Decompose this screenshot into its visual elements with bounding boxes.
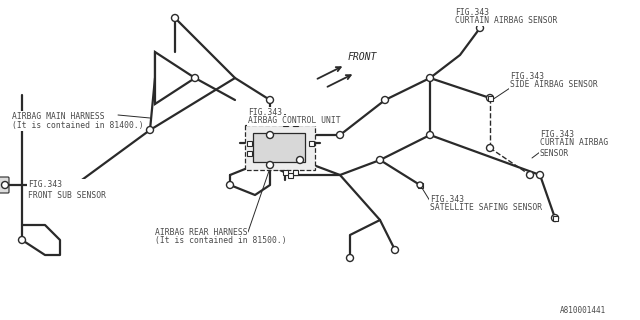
Circle shape (191, 75, 198, 82)
Text: FIG.343: FIG.343 (540, 130, 574, 139)
Text: CURTAIN AIRBAG
SENSOR: CURTAIN AIRBAG SENSOR (540, 138, 608, 158)
Text: CURTAIN AIRBAG SENSOR: CURTAIN AIRBAG SENSOR (455, 16, 557, 25)
Circle shape (486, 94, 493, 101)
Bar (282, 170, 287, 174)
Polygon shape (155, 52, 195, 104)
Bar (287, 172, 292, 178)
Bar (488, 95, 493, 100)
Bar (292, 121, 298, 125)
Text: SIDE AIRBAG SENSOR: SIDE AIRBAG SENSOR (510, 80, 598, 89)
Text: AIRBAG CONTROL UNIT: AIRBAG CONTROL UNIT (248, 116, 340, 125)
Text: FIG.343: FIG.343 (430, 195, 464, 204)
Circle shape (346, 254, 353, 261)
Text: A810001441: A810001441 (560, 306, 606, 315)
Bar (308, 140, 314, 146)
Circle shape (376, 156, 383, 164)
Bar (246, 140, 252, 146)
Bar (246, 150, 252, 156)
Text: FIG.343: FIG.343 (248, 108, 282, 117)
Circle shape (266, 162, 273, 169)
Text: FIG.343: FIG.343 (455, 8, 489, 17)
Text: SATELLITE SAFING SENSOR: SATELLITE SAFING SENSOR (430, 203, 542, 212)
Text: AIRBAG REAR HARNESS: AIRBAG REAR HARNESS (155, 228, 248, 237)
Circle shape (381, 97, 388, 103)
Text: FRONT: FRONT (348, 52, 378, 62)
Circle shape (426, 132, 433, 139)
Circle shape (417, 182, 423, 188)
Bar (282, 121, 287, 125)
Circle shape (552, 214, 559, 221)
Polygon shape (245, 125, 315, 170)
Bar (292, 170, 298, 174)
Bar (72, 182, 77, 188)
Text: FIG.343: FIG.343 (510, 72, 544, 81)
Circle shape (266, 132, 273, 139)
Circle shape (296, 156, 303, 164)
Circle shape (337, 132, 344, 139)
Text: FIG.343
FRONT SUB SENSOR: FIG.343 FRONT SUB SENSOR (28, 180, 106, 200)
Circle shape (527, 172, 534, 179)
Circle shape (266, 97, 273, 103)
Bar (552, 215, 557, 220)
Bar (417, 182, 422, 188)
Circle shape (536, 172, 543, 179)
Circle shape (392, 246, 399, 253)
Circle shape (1, 181, 8, 188)
Circle shape (172, 14, 179, 21)
Circle shape (477, 25, 483, 31)
Polygon shape (253, 133, 305, 162)
Circle shape (486, 145, 493, 151)
FancyBboxPatch shape (0, 177, 9, 193)
Text: AIRBAG MAIN HARNESS: AIRBAG MAIN HARNESS (12, 112, 104, 121)
Circle shape (147, 126, 154, 133)
Circle shape (227, 181, 234, 188)
Circle shape (426, 75, 433, 82)
Circle shape (19, 236, 26, 244)
Text: (It is contained in 81400.): (It is contained in 81400.) (12, 121, 143, 130)
Text: (It is contained in 81500.): (It is contained in 81500.) (155, 236, 287, 245)
